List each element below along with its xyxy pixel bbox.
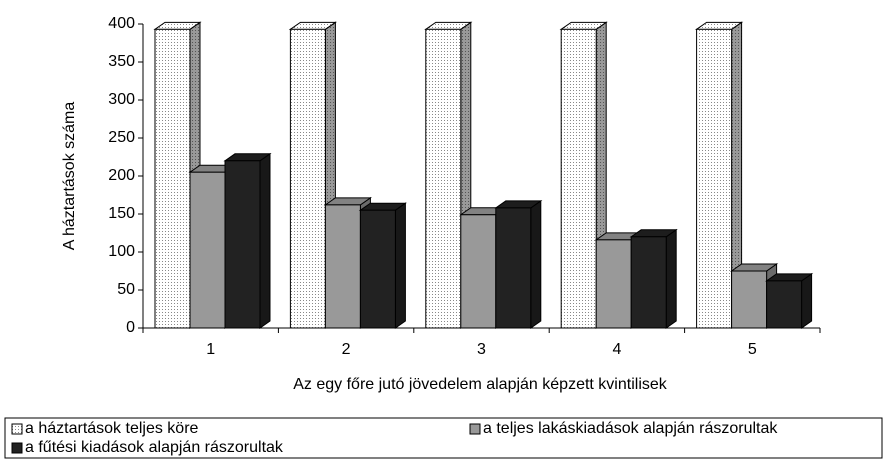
x-tick-label: 4 <box>612 341 621 358</box>
bar-side <box>530 199 542 329</box>
x-axis-title: Az egy főre jutó jövedelem alapján képze… <box>293 376 668 393</box>
y-tick-label: 100 <box>108 243 135 260</box>
legend-label: a fűtési kiadások alapján rászorultak <box>25 439 284 456</box>
legend-swatch <box>469 423 481 435</box>
bar <box>696 28 733 329</box>
bar <box>425 28 462 329</box>
y-tick-label: 50 <box>117 281 135 298</box>
bar <box>324 204 361 329</box>
bar-side <box>665 228 677 329</box>
bar <box>359 209 396 329</box>
legend-box <box>4 417 883 459</box>
legend-label: a háztartások teljes köre <box>25 420 199 437</box>
legend-swatch <box>11 423 23 435</box>
y-tick-label: 250 <box>108 129 135 146</box>
bar <box>630 236 667 329</box>
y-tick-label: 350 <box>108 53 135 70</box>
bar <box>460 214 497 329</box>
bar-side <box>394 202 406 329</box>
y-tick-label: 0 <box>126 319 135 336</box>
bar <box>595 239 632 329</box>
bar-side <box>801 272 813 329</box>
y-axis-title: A háztartások száma <box>61 102 78 251</box>
bar <box>766 280 803 329</box>
legend-swatch <box>11 442 23 454</box>
x-tick-label: 2 <box>342 341 351 358</box>
bar-side <box>259 152 271 329</box>
bar <box>560 28 597 329</box>
bar <box>289 28 326 329</box>
y-tick-label: 300 <box>108 91 135 108</box>
y-tick-label: 400 <box>108 15 135 32</box>
y-tick-label: 150 <box>108 205 135 222</box>
bar <box>189 171 226 329</box>
legend-label: a teljes lakáskiadások alapján rászorult… <box>483 420 778 437</box>
bar <box>154 28 191 329</box>
x-tick-label: 3 <box>477 341 486 358</box>
bar <box>224 160 261 329</box>
y-tick-label: 200 <box>108 167 135 184</box>
x-tick-label: 5 <box>748 341 757 358</box>
bar <box>495 207 532 329</box>
bar <box>731 270 768 329</box>
x-tick-label: 1 <box>206 341 215 358</box>
